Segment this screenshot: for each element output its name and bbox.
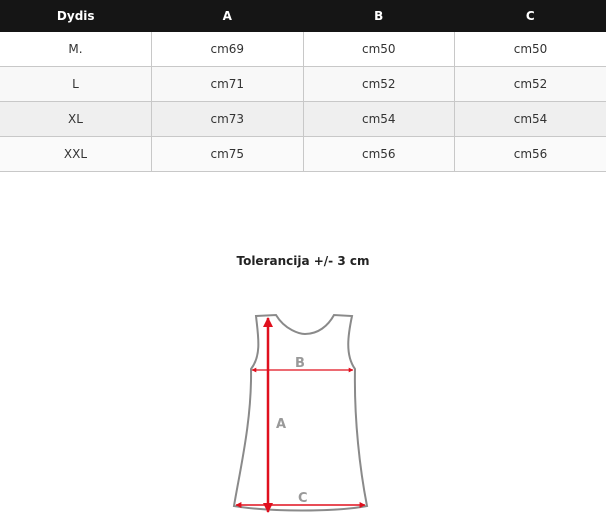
size-table: Dydis A B C M. cm69 cm50 cm50 L cm71 cm5… bbox=[0, 0, 606, 172]
table-row: XXL cm75 cm56 cm56 bbox=[0, 136, 606, 172]
a-cell: cm71 bbox=[151, 66, 303, 102]
size-cell: XXL bbox=[0, 136, 152, 172]
table-row: L cm71 cm52 cm52 bbox=[0, 66, 606, 102]
header-size: Dydis bbox=[0, 0, 152, 32]
b-cell: cm52 bbox=[302, 66, 455, 102]
label-b: B bbox=[295, 356, 305, 371]
c-cell: cm52 bbox=[454, 66, 606, 102]
c-cell: cm50 bbox=[454, 32, 606, 67]
header-c: C bbox=[454, 0, 606, 32]
b-cell: cm56 bbox=[302, 136, 455, 172]
table-row: M. cm69 cm50 cm50 bbox=[0, 32, 606, 67]
c-cell: cm54 bbox=[454, 101, 606, 137]
label-a: A bbox=[276, 417, 286, 432]
a-cell: cm73 bbox=[151, 101, 303, 137]
size-cell: XL bbox=[0, 101, 152, 137]
c-cell: cm56 bbox=[454, 136, 606, 172]
size-cell: L bbox=[0, 66, 152, 102]
table-header: Dydis A B C bbox=[0, 0, 606, 32]
a-cell: cm75 bbox=[151, 136, 303, 172]
b-cell: cm54 bbox=[302, 101, 455, 137]
b-cell: cm50 bbox=[302, 32, 455, 67]
label-c: C bbox=[298, 491, 308, 506]
header-a: A bbox=[151, 0, 303, 32]
table-row: XL cm73 cm54 cm54 bbox=[0, 101, 606, 137]
tolerance-note: Tolerancija +/- 3 cm bbox=[236, 254, 370, 268]
size-cell: M. bbox=[0, 32, 152, 67]
a-cell: cm69 bbox=[151, 32, 303, 67]
tank-top-outline bbox=[232, 313, 369, 512]
header-b: B bbox=[303, 0, 455, 32]
